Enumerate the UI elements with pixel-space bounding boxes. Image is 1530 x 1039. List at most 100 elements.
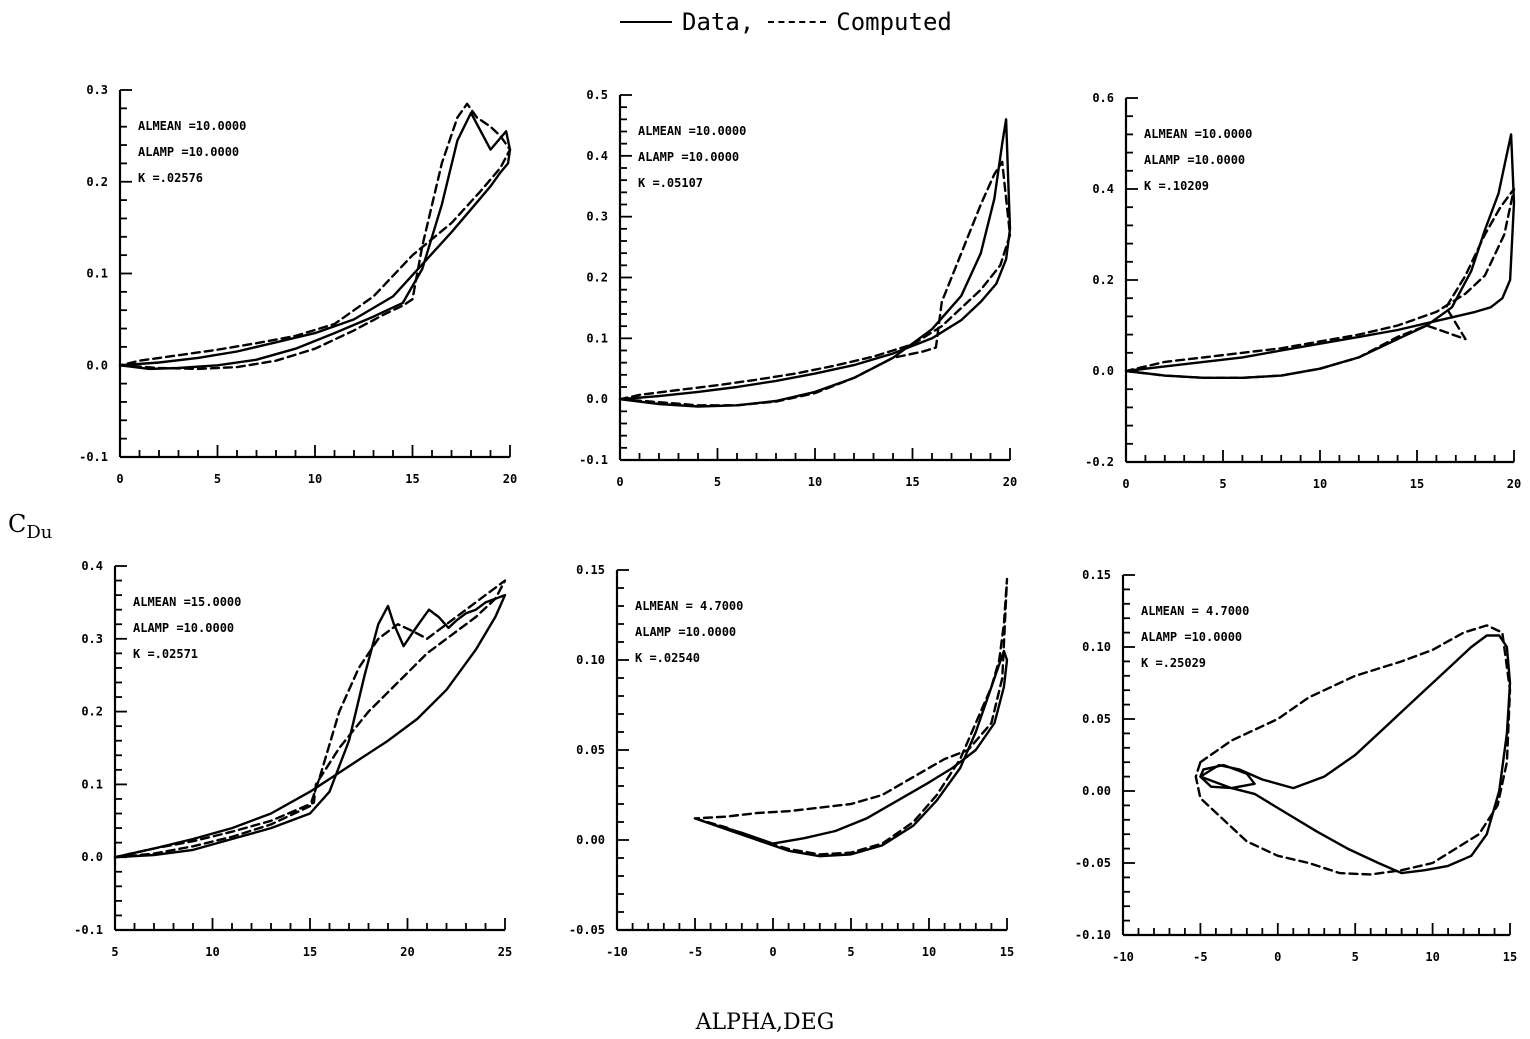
chart-2-annotation: ALMEAN =10.0000 bbox=[638, 124, 746, 138]
chart-5-series-data bbox=[693, 649, 1009, 858]
chart-2-x-tick-label: 15 bbox=[905, 475, 919, 489]
chart-6-series-computed bbox=[1194, 624, 1512, 876]
chart-5-y-tick-label: 0.10 bbox=[576, 653, 605, 667]
chart-1-annotation: ALMEAN =10.0000 bbox=[138, 119, 246, 133]
chart-3-x-tick-label: 0 bbox=[1122, 477, 1129, 491]
chart-5-x-tick-label: 10 bbox=[922, 945, 936, 959]
chart-4-annotation: ALAMP =10.0000 bbox=[133, 621, 234, 635]
chart-3-x-tick-label: 10 bbox=[1313, 477, 1327, 491]
chart-1-series-computed bbox=[118, 102, 512, 371]
chart-6: -10 -5 0 5 10 15 -0.10 -0.05 0.00 0.05 0.10 0.15 ALM… bbox=[1075, 568, 1517, 964]
chart-5-x-tick-label: -10 bbox=[606, 945, 628, 959]
chart-2: 0 5 10 15 20 -0.1 0.0 0.1 0.2 0.3 0.4 0.5 ALMEAN =10… bbox=[579, 88, 1017, 489]
chart-1-y-tick-label: -0.1 bbox=[79, 450, 108, 464]
chart-2-y-tick-label: 0.4 bbox=[586, 149, 608, 163]
chart-3-series-computed bbox=[1124, 187, 1516, 379]
legend: Data, Computed bbox=[620, 6, 952, 38]
chart-3-x-tick-label: 20 bbox=[1507, 477, 1521, 491]
chart-6-x-tick-label: 5 bbox=[1352, 950, 1359, 964]
chart-1-y-tick-label: 0.2 bbox=[86, 175, 108, 189]
chart-3-y-tick-label: 0.0 bbox=[1092, 364, 1114, 378]
chart-4-x-tick-label: 20 bbox=[400, 945, 414, 959]
chart-5-series-computed bbox=[693, 577, 1009, 856]
chart-6-x-tick-label: 15 bbox=[1503, 950, 1517, 964]
chart-3-y-tick-label: -0.2 bbox=[1085, 455, 1114, 469]
chart-6-x-tick-label: 0 bbox=[1274, 950, 1281, 964]
chart-2-y-tick-label: 0.1 bbox=[586, 331, 608, 345]
chart-3: 0 5 10 15 20 -0.2 0.0 0.2 0.4 0.6 ALMEAN =10.0000 A… bbox=[1085, 91, 1521, 491]
chart-1-x-tick-label: 20 bbox=[503, 472, 517, 486]
chart-6-x-tick-label: -10 bbox=[1112, 950, 1134, 964]
chart-6-annotation: K =.25029 bbox=[1141, 656, 1206, 670]
chart-2-annotation: K =.05107 bbox=[638, 176, 703, 190]
legend-data-label: Data, bbox=[682, 8, 755, 36]
chart-1-x-tick-label: 0 bbox=[116, 472, 123, 486]
chart-3-annotation: ALMEAN =10.0000 bbox=[1144, 127, 1252, 141]
chart-3-y-tick-label: 0.6 bbox=[1092, 91, 1114, 105]
x-axis-label: ALPHA,DEG bbox=[695, 1010, 835, 1035]
chart-1-annotation: K =.02576 bbox=[138, 171, 203, 185]
chart-4-y-tick-label: 0.3 bbox=[81, 632, 103, 646]
chart-1-x-tick-label: 10 bbox=[308, 472, 322, 486]
chart-2-x-tick-label: 5 bbox=[714, 475, 721, 489]
chart-4-y-tick-label: 0.2 bbox=[81, 705, 103, 719]
chart-5: -10 -5 0 5 10 15 -0.05 0.00 0.05 0.10 0.15 ALMEAN =… bbox=[569, 563, 1014, 959]
chart-4-x-tick-label: 5 bbox=[111, 945, 118, 959]
chart-4-y-tick-label: 0.0 bbox=[81, 850, 103, 864]
chart-2-y-tick-label: 0.5 bbox=[586, 88, 608, 102]
chart-4-x-tick-label: 10 bbox=[205, 945, 219, 959]
legend-dashed-swatch bbox=[768, 21, 827, 23]
chart-4-annotation: K =.02571 bbox=[133, 647, 198, 661]
chart-5-y-tick-label: -0.05 bbox=[569, 923, 605, 937]
chart-1-series-data bbox=[118, 111, 512, 371]
chart-6-x-tick-label: -5 bbox=[1193, 950, 1207, 964]
chart-2-x-tick-label: 10 bbox=[808, 475, 822, 489]
chart-5-x-tick-label: 15 bbox=[1000, 945, 1014, 959]
chart-4-series-computed bbox=[113, 579, 507, 859]
chart-5-x-tick-label: 5 bbox=[847, 945, 854, 959]
chart-5-y-tick-label: 0.05 bbox=[576, 743, 605, 757]
chart-2-annotation: ALAMP =10.0000 bbox=[638, 150, 739, 164]
chart-1-y-tick-label: 0.3 bbox=[86, 83, 108, 97]
chart-5-annotation: ALAMP =10.0000 bbox=[635, 625, 736, 639]
chart-2-y-tick-label: 0.2 bbox=[586, 271, 608, 285]
chart-1-annotation: ALAMP =10.0000 bbox=[138, 145, 239, 159]
chart-5-annotation: K =.02540 bbox=[635, 651, 700, 665]
chart-6-y-tick-label: 0.10 bbox=[1082, 640, 1111, 654]
chart-5-y-tick-label: 0.15 bbox=[576, 563, 605, 577]
chart-4-y-tick-label: 0.1 bbox=[81, 777, 103, 791]
y-axis-label-sub: Du bbox=[26, 521, 53, 543]
chart-3-y-tick-label: 0.2 bbox=[1092, 273, 1114, 287]
chart-6-annotation: ALMEAN = 4.7000 bbox=[1141, 604, 1249, 618]
chart-2-series-computed bbox=[618, 160, 1012, 407]
chart-4-y-tick-label: -0.1 bbox=[74, 923, 103, 937]
chart-6-y-tick-label: -0.10 bbox=[1075, 928, 1111, 942]
chart-6-annotation: ALAMP =10.0000 bbox=[1141, 630, 1242, 644]
chart-4-annotation: ALMEAN =15.0000 bbox=[133, 595, 241, 609]
chart-1-x-tick-label: 5 bbox=[214, 472, 221, 486]
chart-3-x-tick-label: 15 bbox=[1410, 477, 1424, 491]
chart-2-y-tick-label: 0.3 bbox=[586, 210, 608, 224]
chart-4-x-tick-label: 15 bbox=[303, 945, 317, 959]
chart-6-series-data bbox=[1199, 634, 1512, 875]
chart-5-y-tick-label: 0.00 bbox=[576, 833, 605, 847]
chart-3-annotation: ALAMP =10.0000 bbox=[1144, 153, 1245, 167]
chart-3-y-tick-label: 0.4 bbox=[1092, 182, 1114, 196]
chart-1-y-tick-label: 0.1 bbox=[86, 267, 108, 281]
y-axis-label: CDu bbox=[8, 510, 52, 543]
chart-2-x-tick-label: 0 bbox=[616, 475, 623, 489]
chart-6-y-tick-label: 0.00 bbox=[1082, 784, 1111, 798]
chart-6-y-tick-label: 0.15 bbox=[1082, 568, 1111, 582]
chart-1-x-tick-label: 15 bbox=[405, 472, 419, 486]
chart-4: 5 10 15 20 25 -0.1 0.0 0.1 0.2 0.3 0.4 ALMEAN =15.0… bbox=[74, 559, 512, 959]
chart-grid: 0 5 10 15 20 -0.1 0.0 0.1 0.2 0.3 ALMEAN =10.0000 A… bbox=[74, 83, 1521, 964]
chart-3-annotation: K =.10209 bbox=[1144, 179, 1209, 193]
chart-3-x-tick-label: 5 bbox=[1219, 477, 1226, 491]
y-axis-label-main: C bbox=[8, 510, 27, 538]
chart-6-y-tick-label: -0.05 bbox=[1075, 856, 1111, 870]
chart-4-x-tick-label: 25 bbox=[498, 945, 512, 959]
chart-2-y-tick-label: 0.0 bbox=[586, 392, 608, 406]
legend-solid-swatch bbox=[620, 21, 672, 23]
chart-5-annotation: ALMEAN = 4.7000 bbox=[635, 599, 743, 613]
chart-6-y-tick-label: 0.05 bbox=[1082, 712, 1111, 726]
